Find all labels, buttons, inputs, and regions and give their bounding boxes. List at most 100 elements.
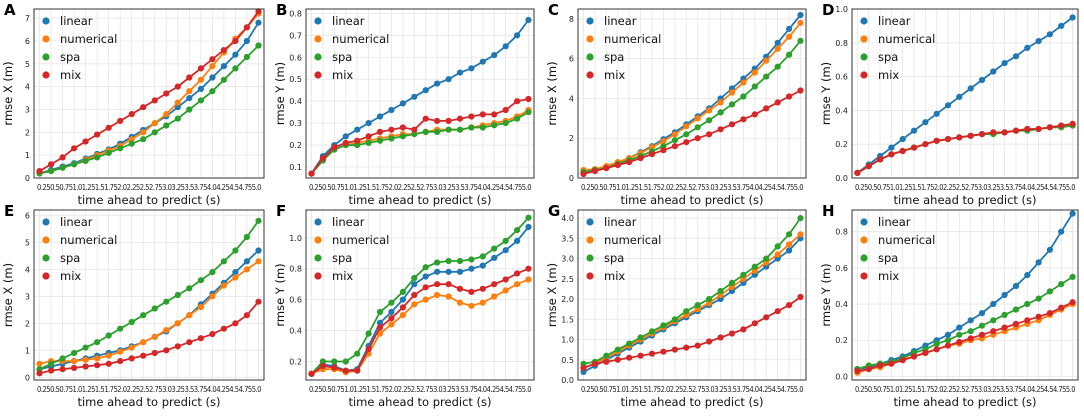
legend-label-linear: linear (332, 14, 365, 28)
panel-label: C (548, 1, 559, 19)
data-point-mix (854, 169, 861, 176)
data-point-mix (388, 126, 395, 133)
data-point-mix (614, 356, 621, 363)
data-point-linear (491, 52, 498, 59)
data-point-spa (1035, 295, 1042, 302)
legend-label-mix: mix (60, 68, 81, 82)
data-point-linear (422, 273, 429, 280)
data-point-spa (728, 279, 736, 286)
data-point-spa (990, 317, 997, 324)
y-tick-label: 8 (569, 15, 574, 24)
data-point-spa (603, 352, 610, 359)
data-point-spa (186, 285, 193, 292)
data-point-numerical (683, 123, 690, 130)
data-point-mix (82, 363, 89, 370)
data-point-linear (342, 133, 349, 140)
data-point-mix (331, 364, 338, 371)
data-point-spa (59, 164, 66, 171)
data-point-spa (411, 274, 418, 282)
data-point-spa (209, 88, 216, 95)
data-point-mix (186, 74, 193, 81)
data-point-mix (411, 291, 418, 299)
data-point-mix (331, 144, 338, 151)
data-point-linear (388, 106, 395, 114)
legend-label-mix: mix (60, 269, 81, 283)
y-tick-label: 0.5 (561, 356, 574, 365)
data-point-spa (786, 51, 793, 58)
legend-label-linear: linear (604, 215, 637, 229)
data-point-numerical (660, 138, 667, 145)
data-point-spa (525, 109, 532, 116)
chart-panel-d: 0.0 0.2 0.4 0.6 0.8 1.0 0.250.50.751.01.251.51… (819, 1, 1079, 207)
data-point-mix (163, 90, 170, 97)
y-tick-label: 0.1 (289, 163, 302, 172)
data-point-spa (331, 358, 338, 365)
y-tick-label: 0.2 (835, 336, 848, 345)
data-point-linear (479, 58, 486, 65)
data-point-mix (308, 370, 315, 377)
data-point-mix (48, 367, 55, 374)
data-point-spa (255, 42, 262, 49)
y-axis-label: rmse X (m) (545, 61, 559, 125)
data-point-spa (491, 245, 498, 252)
data-point-spa (94, 339, 101, 346)
data-point-spa (717, 287, 724, 295)
data-point-numerical (186, 312, 193, 319)
data-point-spa (468, 256, 475, 263)
plot-area (852, 210, 1078, 380)
legend-label-numerical: numerical (60, 32, 117, 46)
data-point-mix (376, 128, 384, 135)
data-point-linear (1046, 246, 1053, 253)
data-point-spa (445, 257, 452, 265)
data-point-mix (491, 281, 498, 288)
data-point-linear (1001, 60, 1008, 67)
data-point-spa (232, 247, 239, 254)
data-point-spa (751, 83, 758, 90)
data-point-spa (502, 237, 509, 244)
data-point-mix (59, 154, 66, 161)
data-point-mix (774, 308, 781, 315)
legend-label-linear: linear (332, 215, 365, 229)
data-point-mix (660, 147, 667, 154)
legend-label-spa: spa (60, 50, 80, 64)
chart-panel-c: 0 2 4 6 8 0.250.50.751.01.251.51.752.02.252.5… (545, 1, 807, 207)
y-tick-label: 0.2 (289, 357, 302, 366)
x-tick-labels: 0.250.50.751.01.251.51.752.02.252.52.753… (581, 385, 803, 394)
chart-panel-g: 0.0 0.5 1.0 1.5 2.0 2.5 3.0 3.5 4.0 0.250.50.751.… (545, 202, 807, 409)
data-point-linear (786, 25, 793, 32)
data-point-mix (365, 133, 372, 140)
data-point-spa (978, 322, 986, 329)
legend-label-linear: linear (878, 14, 911, 28)
data-point-numerical (491, 293, 498, 300)
data-point-spa (174, 291, 181, 299)
data-point-spa (411, 131, 418, 138)
data-point-linear (411, 93, 418, 100)
data-point-numerical (399, 312, 406, 319)
data-point-spa (243, 53, 250, 61)
legend-marker-numerical (314, 35, 322, 43)
data-point-linear (399, 100, 406, 107)
data-point-spa (220, 76, 227, 83)
data-point-linear (1058, 228, 1065, 235)
data-point-spa (388, 135, 395, 142)
y-tick-label: 0.8 (289, 265, 302, 274)
y-tick-label: 0.2 (835, 140, 848, 149)
data-point-numerical (763, 57, 770, 64)
data-point-mix (990, 328, 997, 335)
data-point-mix (514, 98, 521, 105)
data-point-linear (797, 11, 804, 19)
data-point-mix (786, 93, 793, 100)
x-axis-label: time ahead to predict (s) (620, 193, 763, 207)
data-point-mix (243, 312, 250, 319)
plot-frame (305, 8, 535, 179)
data-point-spa (48, 168, 55, 175)
x-axis-label: time ahead to predict (s) (348, 193, 491, 207)
data-point-mix (967, 335, 974, 342)
data-point-mix (445, 281, 452, 288)
data-point-mix (525, 265, 532, 272)
data-point-spa (105, 332, 112, 339)
data-point-linear (411, 281, 418, 288)
data-point-numerical (163, 327, 170, 334)
data-point-linear (1012, 53, 1020, 60)
data-point-mix (411, 126, 418, 133)
